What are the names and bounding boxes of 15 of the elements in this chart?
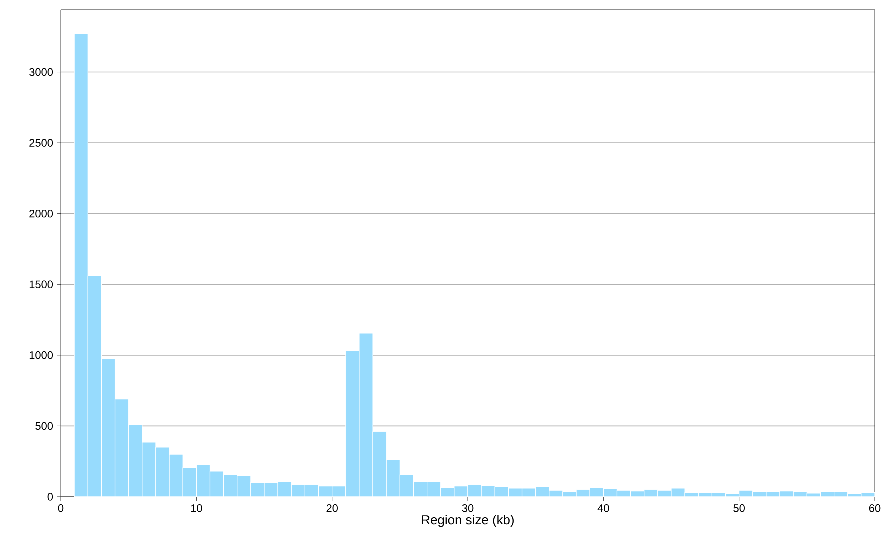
x-tick-label: 10 [191, 504, 202, 512]
x-axis-title: Region size (kb) [422, 515, 514, 528]
x-tick-label: 20 [326, 504, 338, 512]
x-tick-label: 40 [598, 504, 610, 512]
x-tick-label: 0 [58, 504, 64, 512]
x-tick-label: 50 [734, 504, 745, 512]
x-tick-label: 60 [869, 504, 881, 512]
y-tick-label: 2000 [30, 210, 54, 218]
y-tick-label: 3000 [30, 68, 54, 76]
y-tick-label: 2500 [30, 139, 54, 147]
y-tick-label: 500 [36, 422, 54, 430]
y-tick-label: 1000 [30, 352, 54, 360]
y-tick-label: 0 [48, 493, 54, 501]
x-tick-label: 30 [462, 504, 474, 512]
y-tick-label: 1500 [30, 280, 54, 289]
